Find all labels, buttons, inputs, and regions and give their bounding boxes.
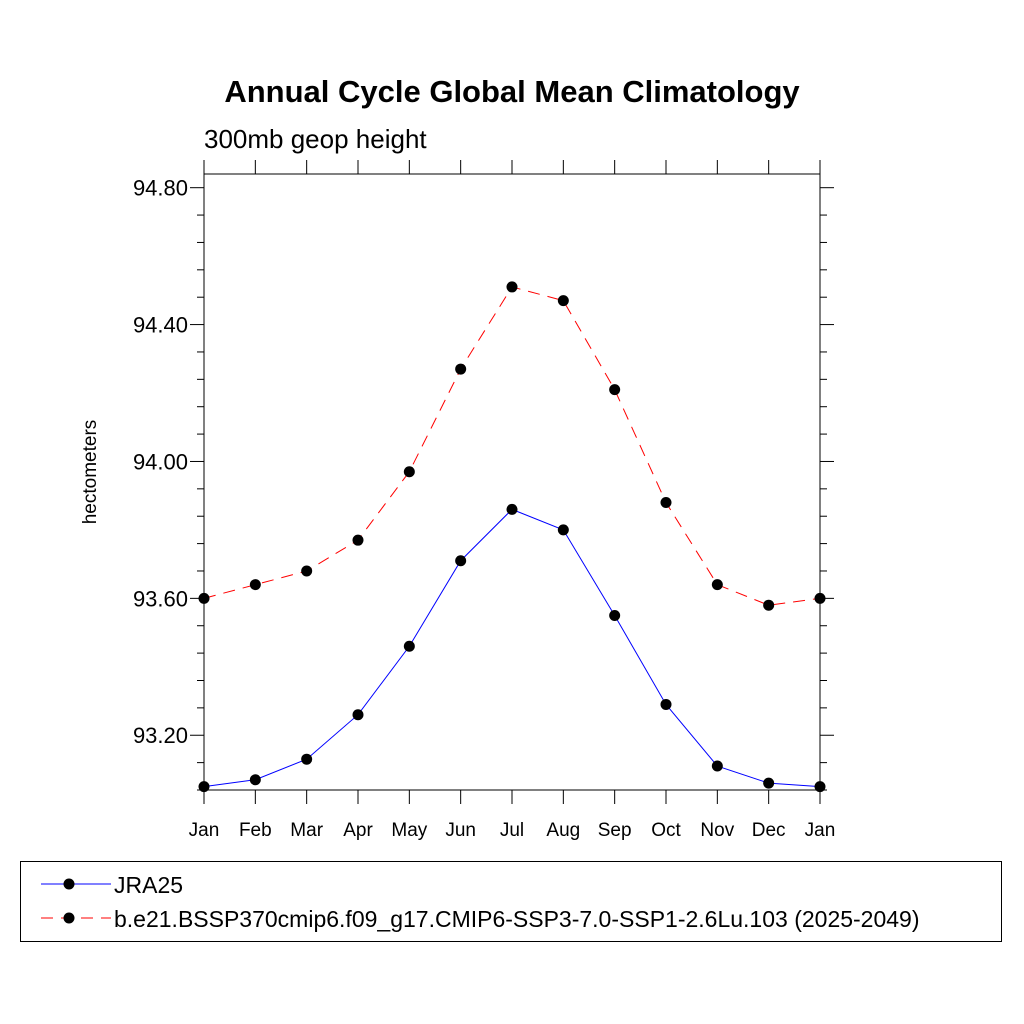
x-tick-label: Aug: [546, 820, 580, 841]
legend-item-model: b.e21.BSSP370cmip6.f09_g17.CMIP6-SSP3-7.…: [21, 902, 1001, 936]
data-point: [814, 781, 826, 793]
data-point: [609, 609, 621, 621]
data-point: [198, 592, 210, 604]
data-point: [352, 709, 364, 721]
legend-label-model: b.e21.BSSP370cmip6.f09_g17.CMIP6-SSP3-7.…: [114, 906, 920, 932]
x-tick-label: Sep: [598, 820, 632, 841]
data-point: [301, 753, 313, 765]
data-point: [660, 698, 672, 710]
line-chart: Jan Feb Mar Apr May Jun Jul Aug Sep Oct Nov Dec Jan 9…: [80, 160, 835, 841]
data-point: [249, 774, 261, 786]
legend-item-jra25: JRA25: [21, 868, 1001, 902]
data-point: [711, 760, 723, 772]
x-tick-label: Oct: [651, 820, 681, 841]
tick-labels: Jan Feb Mar Apr May Jun Jul Aug Sep Oct Nov Dec Jan 9…: [80, 176, 835, 841]
data-point: [403, 466, 415, 478]
y-tick-label: 94.80: [133, 176, 188, 201]
x-tick-label: Mar: [290, 820, 323, 841]
data-point: [506, 281, 518, 293]
series-lines: [198, 281, 826, 793]
series-line-model: [203, 286, 821, 606]
data-point: [814, 592, 826, 604]
axes: [190, 160, 834, 804]
legend-label-jra25: JRA25: [114, 872, 184, 898]
data-point: [660, 497, 672, 509]
data-point: [249, 579, 261, 591]
data-point: [455, 555, 467, 567]
series-line-jra25: [203, 508, 821, 788]
data-point: [455, 363, 467, 375]
y-tick-label: 93.20: [133, 723, 188, 748]
legend-marker-jra25: [63, 878, 75, 890]
y-tick-label: 94.00: [133, 449, 188, 474]
y-axis-label: hectometers: [80, 420, 101, 525]
legend-swatch-solid: [41, 878, 111, 890]
x-tick-label: Feb: [239, 820, 272, 841]
x-tick-label: Jan: [189, 820, 220, 841]
data-point: [198, 781, 210, 793]
x-tick-label: Jun: [445, 820, 476, 841]
x-tick-label: Apr: [343, 820, 373, 841]
legend-marker-model: [63, 912, 75, 924]
x-tick-label: Jul: [500, 820, 524, 841]
data-point: [557, 524, 569, 536]
legend-swatch-dashed: [41, 912, 111, 924]
x-tick-label: May: [391, 820, 427, 841]
x-tick-label: Dec: [752, 820, 786, 841]
data-point: [763, 599, 775, 611]
plot-frame: [203, 173, 821, 791]
x-tick-label: Jan: [805, 820, 836, 841]
chart-title: Annual Cycle Global Mean Climatology: [224, 74, 800, 109]
data-point: [609, 384, 621, 396]
data-point: [763, 777, 775, 789]
legend: JRA25 b.e21.BSSP370cmip6.f09_g17.CMIP6-S…: [20, 861, 1002, 942]
data-point: [506, 503, 518, 515]
data-point: [711, 579, 723, 591]
data-point: [301, 565, 313, 577]
x-tick-label: Nov: [700, 820, 734, 841]
data-point: [352, 534, 364, 546]
data-point: [557, 295, 569, 307]
y-tick-label: 93.60: [133, 586, 188, 611]
data-point: [403, 640, 415, 652]
y-tick-label: 94.40: [133, 313, 188, 338]
chart-subtitle: 300mb geop height: [204, 124, 427, 154]
